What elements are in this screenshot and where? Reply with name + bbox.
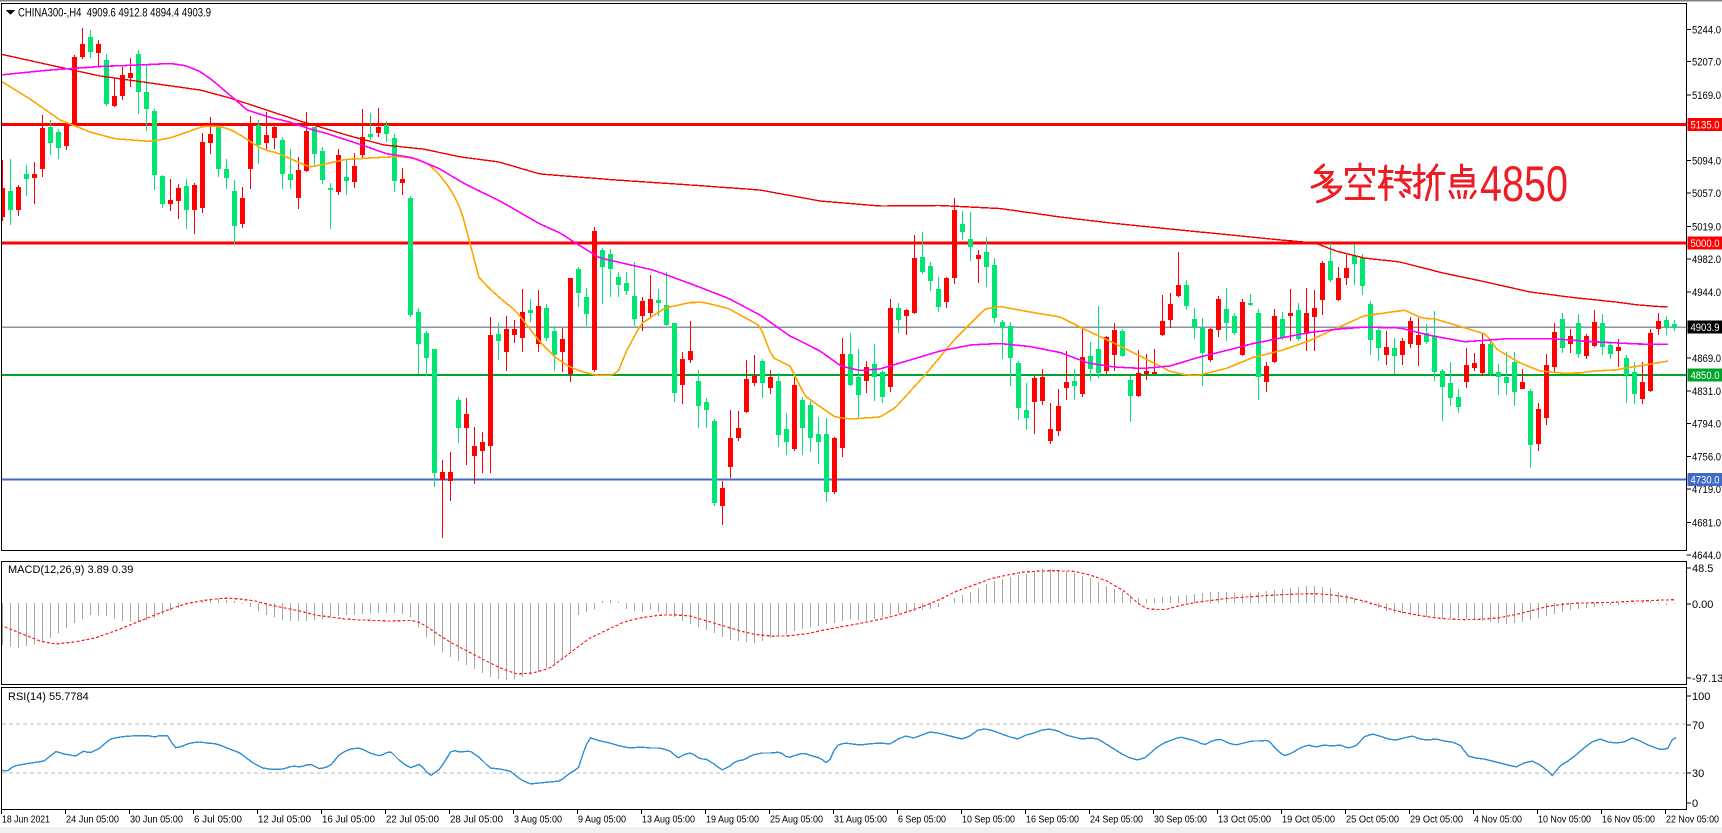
svg-text:4756.0: 4756.0 [1692,452,1721,464]
svg-text:5135.0: 5135.0 [1691,120,1720,132]
svg-text:0: 0 [1692,798,1698,810]
svg-text:70: 70 [1692,720,1704,732]
svg-text:4869.0: 4869.0 [1692,353,1721,365]
svg-text:10 Nov 05:00: 10 Nov 05:00 [1538,814,1591,826]
svg-text:10 Sep 05:00: 10 Sep 05:00 [962,814,1015,826]
svg-text:4 Nov 05:00: 4 Nov 05:00 [1474,814,1522,826]
svg-text:31 Aug 05:00: 31 Aug 05:00 [834,814,887,826]
svg-text:18 Jun 2021: 18 Jun 2021 [2,814,50,826]
svg-text:13 Aug 05:00: 13 Aug 05:00 [642,814,695,826]
svg-text:4719.0: 4719.0 [1692,484,1721,496]
svg-text:29 Oct 05:00: 29 Oct 05:00 [1410,814,1463,826]
svg-text:13 Oct 05:00: 13 Oct 05:00 [1218,814,1271,826]
svg-text:24 Sep 05:00: 24 Sep 05:00 [1090,814,1143,826]
svg-text:4831.0: 4831.0 [1692,386,1721,398]
svg-text:4944.0: 4944.0 [1692,287,1721,299]
svg-text:5169.0: 5169.0 [1692,90,1721,102]
svg-text:30 Sep 05:00: 30 Sep 05:00 [1154,814,1207,826]
svg-text:25 Aug 05:00: 25 Aug 05:00 [770,814,823,826]
svg-text:4903.9: 4903.9 [1691,322,1720,334]
svg-text:5019.0: 5019.0 [1692,221,1721,233]
svg-text:4644.0: 4644.0 [1692,550,1721,562]
svg-text:4681.0: 4681.0 [1692,517,1721,529]
svg-text:100: 100 [1692,691,1710,703]
svg-text:30: 30 [1692,768,1704,780]
svg-text:24 Jun 05:00: 24 Jun 05:00 [66,814,119,826]
svg-text:4982.0: 4982.0 [1692,254,1721,266]
svg-text:16 Nov 05:00: 16 Nov 05:00 [1602,814,1655,826]
svg-text:19 Oct 05:00: 19 Oct 05:00 [1282,814,1335,826]
svg-text:4730.0: 4730.0 [1691,475,1720,487]
svg-text:22 Jul 05:00: 22 Jul 05:00 [386,814,439,826]
svg-text:30 Jun 05:00: 30 Jun 05:00 [130,814,183,826]
svg-text:4850.0: 4850.0 [1691,370,1720,382]
svg-text:22 Nov 05:00: 22 Nov 05:00 [1666,814,1719,826]
svg-text:0.00: 0.00 [1692,599,1713,611]
svg-text:48.5: 48.5 [1692,563,1713,575]
svg-text:5094.0: 5094.0 [1692,156,1721,168]
svg-text:28 Jul 05:00: 28 Jul 05:00 [450,814,503,826]
svg-text:25 Oct 05:00: 25 Oct 05:00 [1346,814,1399,826]
svg-text:-97.13: -97.13 [1692,673,1722,685]
svg-text:19 Aug 05:00: 19 Aug 05:00 [706,814,759,826]
svg-text:6 Jul 05:00: 6 Jul 05:00 [194,814,242,826]
svg-text:MACD(12,26,9) 3.89 0.39: MACD(12,26,9) 3.89 0.39 [8,564,133,576]
svg-text:5244.0: 5244.0 [1692,24,1721,36]
svg-text:6 Sep 05:00: 6 Sep 05:00 [898,814,946,826]
svg-text:16 Sep 05:00: 16 Sep 05:00 [1026,814,1079,826]
svg-text:4794.0: 4794.0 [1692,419,1721,431]
svg-text:4850: 4850 [1480,156,1568,212]
svg-text:5207.0: 5207.0 [1692,57,1721,69]
svg-text:3 Aug 05:00: 3 Aug 05:00 [514,814,562,826]
svg-text:5057.0: 5057.0 [1692,188,1721,200]
svg-text:12 Jul 05:00: 12 Jul 05:00 [258,814,311,826]
svg-text:RSI(14) 55.7784: RSI(14) 55.7784 [8,691,89,703]
svg-text:16 Jul 05:00: 16 Jul 05:00 [322,814,375,826]
svg-text:5000.0: 5000.0 [1691,238,1720,250]
svg-text:CHINA300-,H4 4909.6 4912.8 48: CHINA300-,H4 4909.6 4912.8 4894.4 4903.9 [18,8,211,20]
svg-text:9 Aug 05:00: 9 Aug 05:00 [578,814,626,826]
